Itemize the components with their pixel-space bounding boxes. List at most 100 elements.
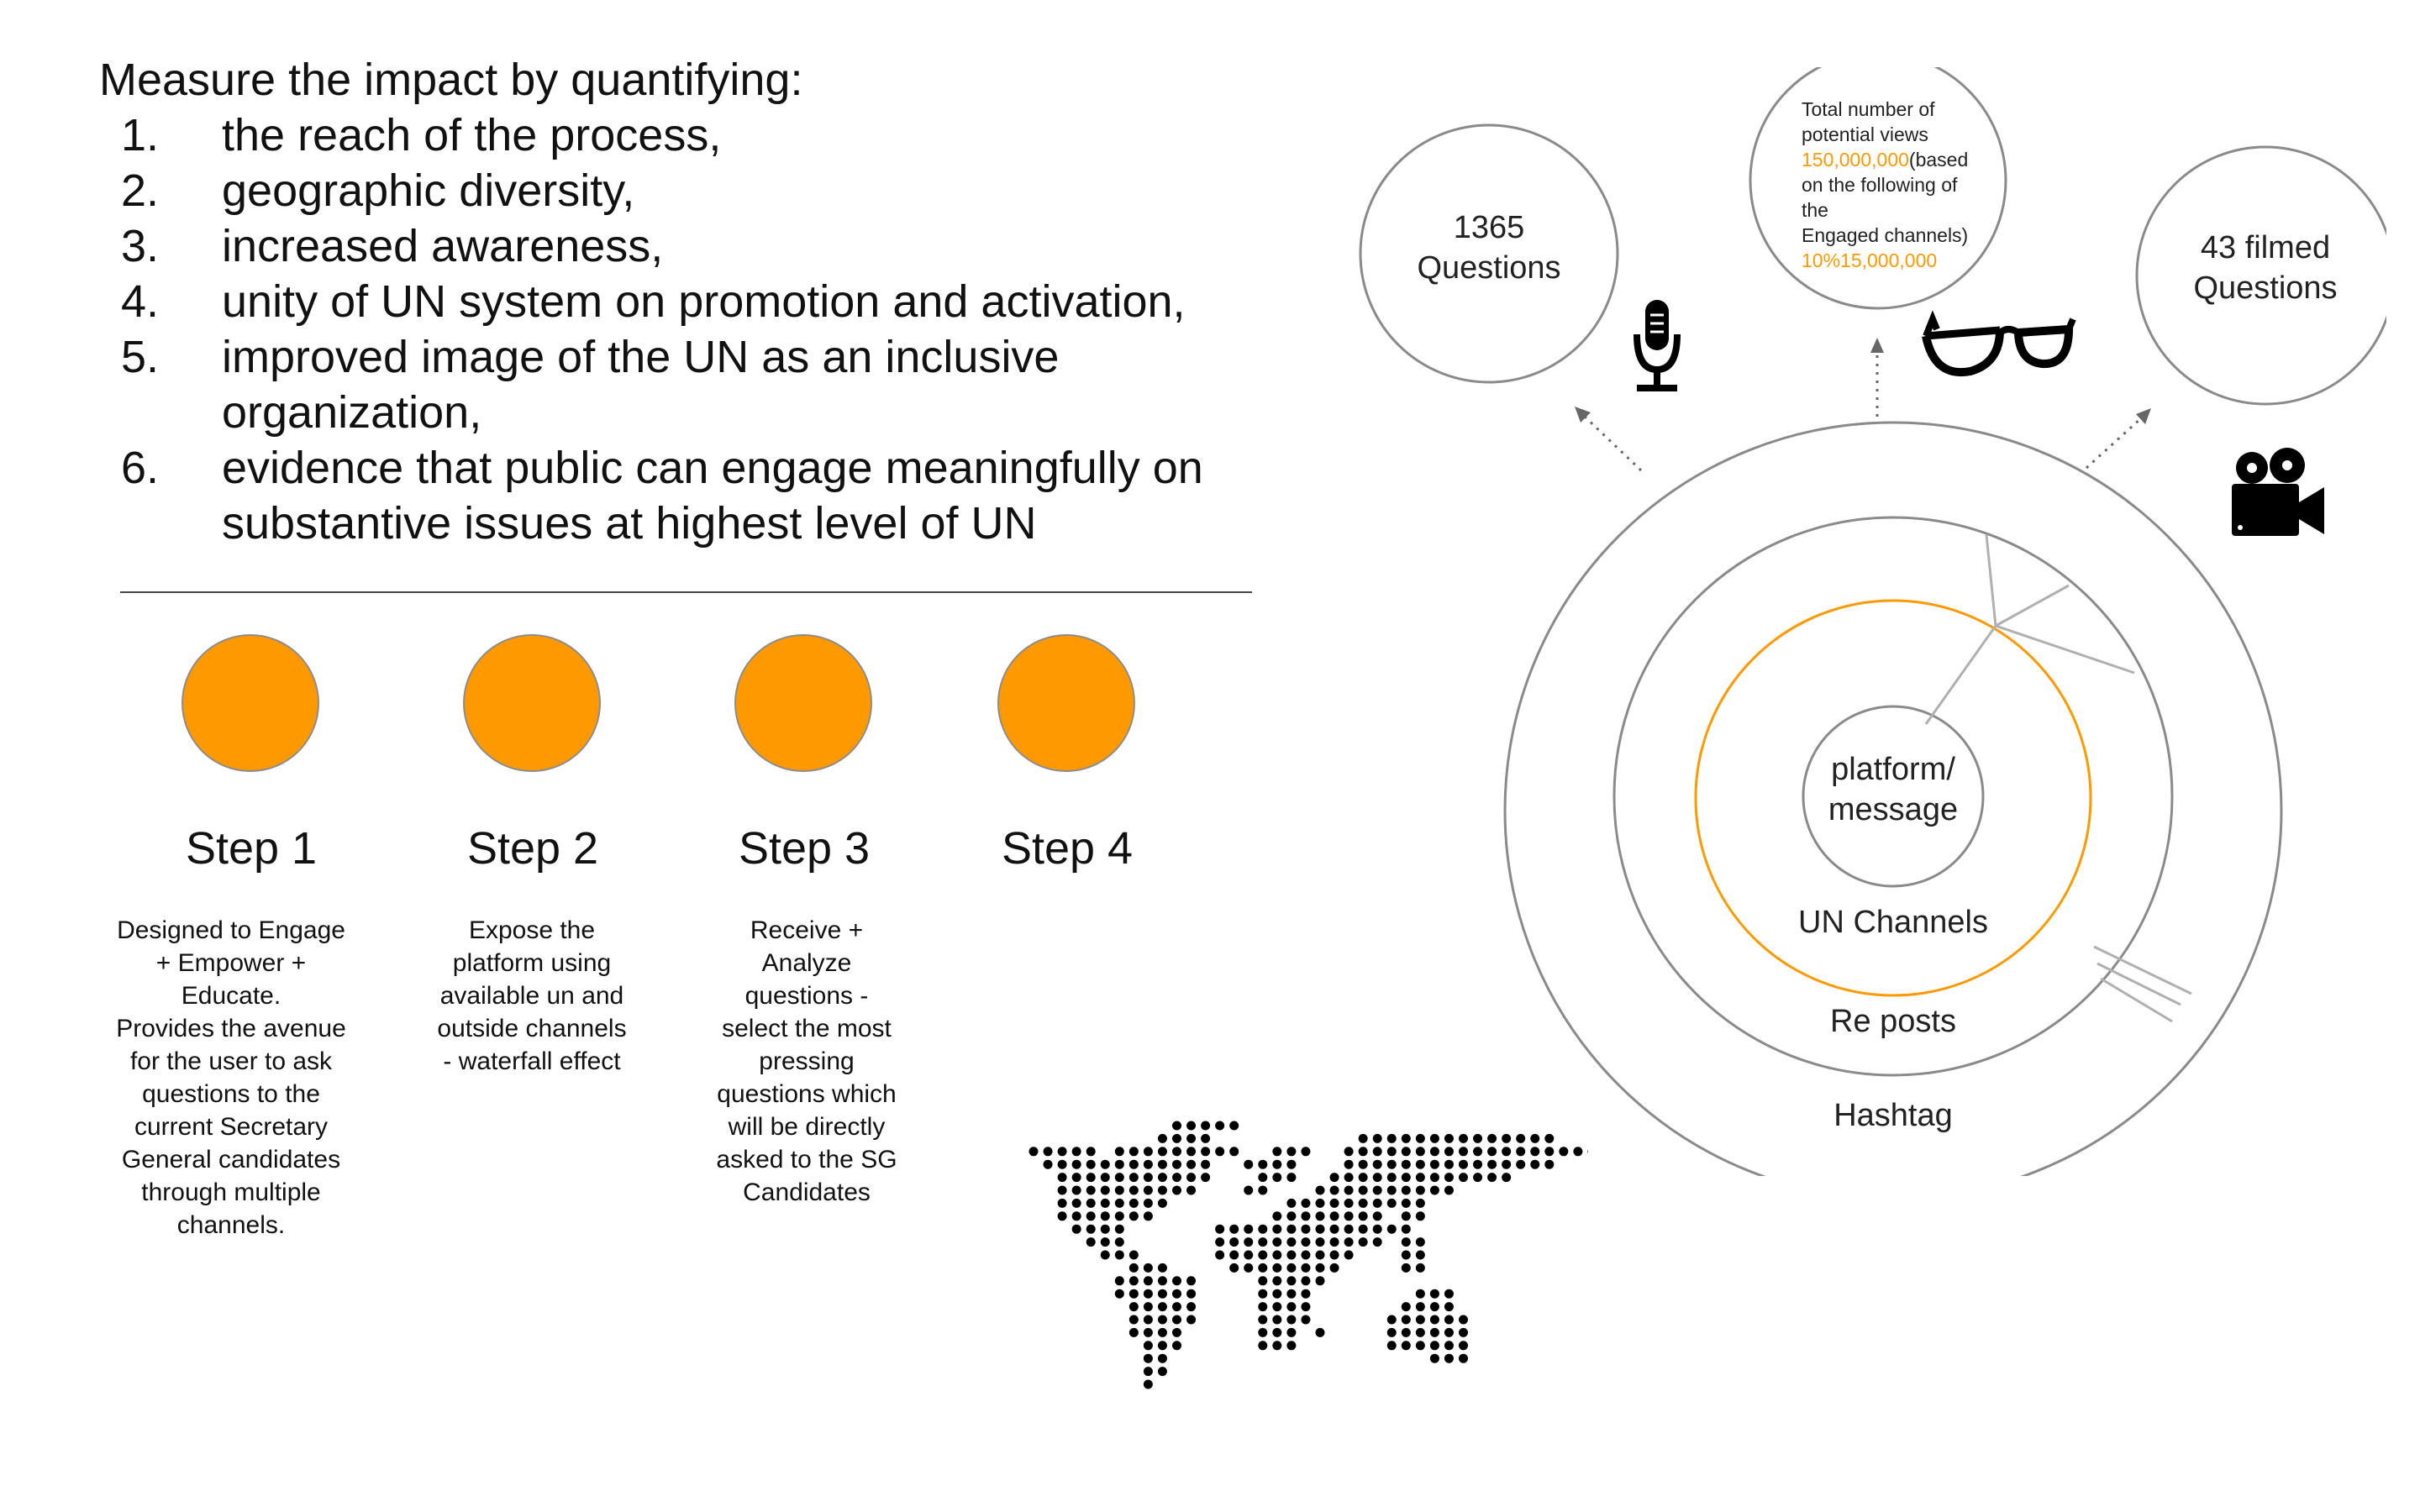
map-dot — [1128, 1159, 1139, 1169]
map-dot — [1444, 1289, 1454, 1299]
map-dot — [1372, 1185, 1382, 1195]
map-dot — [1530, 1147, 1540, 1157]
map-dot — [1258, 1315, 1268, 1325]
map-dot — [1415, 1147, 1425, 1157]
map-dot — [1258, 1159, 1268, 1169]
map-dot — [1386, 1173, 1397, 1183]
un-channels-ring — [1694, 599, 2092, 997]
map-dot — [1157, 1159, 1167, 1169]
goal-item: 4. unity of UN system on promotion and ac… — [99, 274, 1381, 329]
map-dot — [1128, 1289, 1139, 1299]
map-dot — [1114, 1250, 1124, 1260]
map-dot — [1244, 1185, 1254, 1195]
map-dot — [1229, 1237, 1239, 1247]
map-dot — [1157, 1341, 1167, 1351]
step-description-line: for the user to ask — [129, 1047, 333, 1075]
map-dot — [1143, 1147, 1153, 1157]
map-dot — [1286, 1250, 1297, 1260]
map-dot — [1429, 1315, 1439, 1325]
map-dot — [1143, 1159, 1153, 1169]
map-dot — [1057, 1147, 1067, 1157]
map-dot — [1215, 1121, 1225, 1131]
step-1-title: Step 1 — [185, 823, 318, 874]
map-dot — [1459, 1315, 1468, 1325]
views-line-1: Total number of — [1802, 98, 1935, 120]
step-description-line: Designed to Engage — [117, 916, 345, 944]
map-dot — [1186, 1315, 1197, 1325]
map-dot — [1386, 1133, 1397, 1143]
map-dot — [1329, 1211, 1339, 1221]
map-dot — [1444, 1147, 1454, 1157]
map-dot — [1473, 1173, 1483, 1183]
map-dot — [1286, 1302, 1297, 1312]
map-dot — [1157, 1276, 1167, 1286]
map-dot — [1429, 1173, 1439, 1183]
map-dot — [1344, 1211, 1354, 1221]
platform-circle — [1802, 705, 1985, 888]
map-dot — [1172, 1289, 1181, 1299]
hashtag-label: Hashtag — [1833, 1098, 1953, 1133]
map-dot — [1444, 1159, 1454, 1169]
map-dot — [1301, 1211, 1311, 1221]
map-dot — [1315, 1327, 1325, 1337]
map-dot — [1244, 1250, 1254, 1260]
map-dot — [1258, 1185, 1268, 1195]
map-dot — [1544, 1147, 1555, 1157]
step-description-line: questions which — [717, 1080, 897, 1108]
map-dot — [1244, 1224, 1254, 1234]
questions-label: Questions — [1417, 250, 1560, 286]
map-dot — [1143, 1315, 1153, 1325]
dotted-arrows — [1583, 349, 2143, 472]
map-dot — [1315, 1237, 1325, 1247]
map-dot — [1286, 1327, 1297, 1337]
map-dot — [1286, 1237, 1297, 1247]
map-dot — [1157, 1147, 1167, 1157]
map-dot — [1086, 1173, 1096, 1183]
map-dot — [1344, 1224, 1354, 1234]
map-dot — [1143, 1185, 1153, 1195]
map-dot — [1459, 1353, 1468, 1363]
map-dot — [1401, 1198, 1411, 1208]
step-description-line: Receive + — [750, 916, 864, 944]
map-dot — [1272, 1173, 1282, 1183]
page-heading: Measure the impact by quantifying: — [99, 55, 803, 105]
map-dot — [1186, 1302, 1197, 1312]
map-dot — [1502, 1147, 1512, 1157]
views-bubble — [1749, 67, 2007, 310]
map-dot — [1071, 1147, 1081, 1157]
map-dot — [1315, 1263, 1325, 1273]
map-dot — [1429, 1341, 1439, 1351]
map-dot — [1358, 1224, 1368, 1234]
step-description-line: General candidates — [121, 1146, 341, 1173]
step-description-line: select the most — [722, 1015, 892, 1042]
step-description-line: asked to the SG — [716, 1146, 897, 1173]
map-dot — [1114, 1224, 1124, 1234]
map-dot — [1301, 1224, 1311, 1234]
step-description-line: Analyze — [761, 949, 852, 977]
map-dot — [1186, 1173, 1197, 1183]
map-dot — [1344, 1198, 1354, 1208]
map-dot — [1401, 1327, 1411, 1337]
map-dot — [1459, 1173, 1468, 1183]
step-description-line: questions - — [744, 982, 869, 1010]
world-map-icon — [1028, 1121, 1588, 1389]
map-dot — [1544, 1133, 1555, 1143]
map-dot — [1186, 1185, 1197, 1195]
map-dot — [1301, 1276, 1311, 1286]
map-dot — [1315, 1224, 1325, 1234]
map-dot — [1301, 1198, 1311, 1208]
map-dot — [1415, 1302, 1425, 1312]
goal-item: 2. geographic diversity, — [99, 163, 1381, 218]
map-dot — [1429, 1133, 1439, 1143]
hashtag-ring — [1503, 421, 2283, 1176]
map-dot — [1473, 1147, 1483, 1157]
map-dot — [1172, 1341, 1181, 1351]
map-dot — [1401, 1315, 1411, 1325]
step-description-line: current Secretary — [134, 1113, 329, 1141]
views-line-2: potential views — [1802, 123, 1928, 145]
map-dot — [1372, 1198, 1382, 1208]
map-dot — [1516, 1159, 1526, 1169]
map-dot — [1100, 1237, 1110, 1247]
map-dot — [1086, 1211, 1096, 1221]
goal-text-line: increased awareness, — [222, 221, 664, 271]
